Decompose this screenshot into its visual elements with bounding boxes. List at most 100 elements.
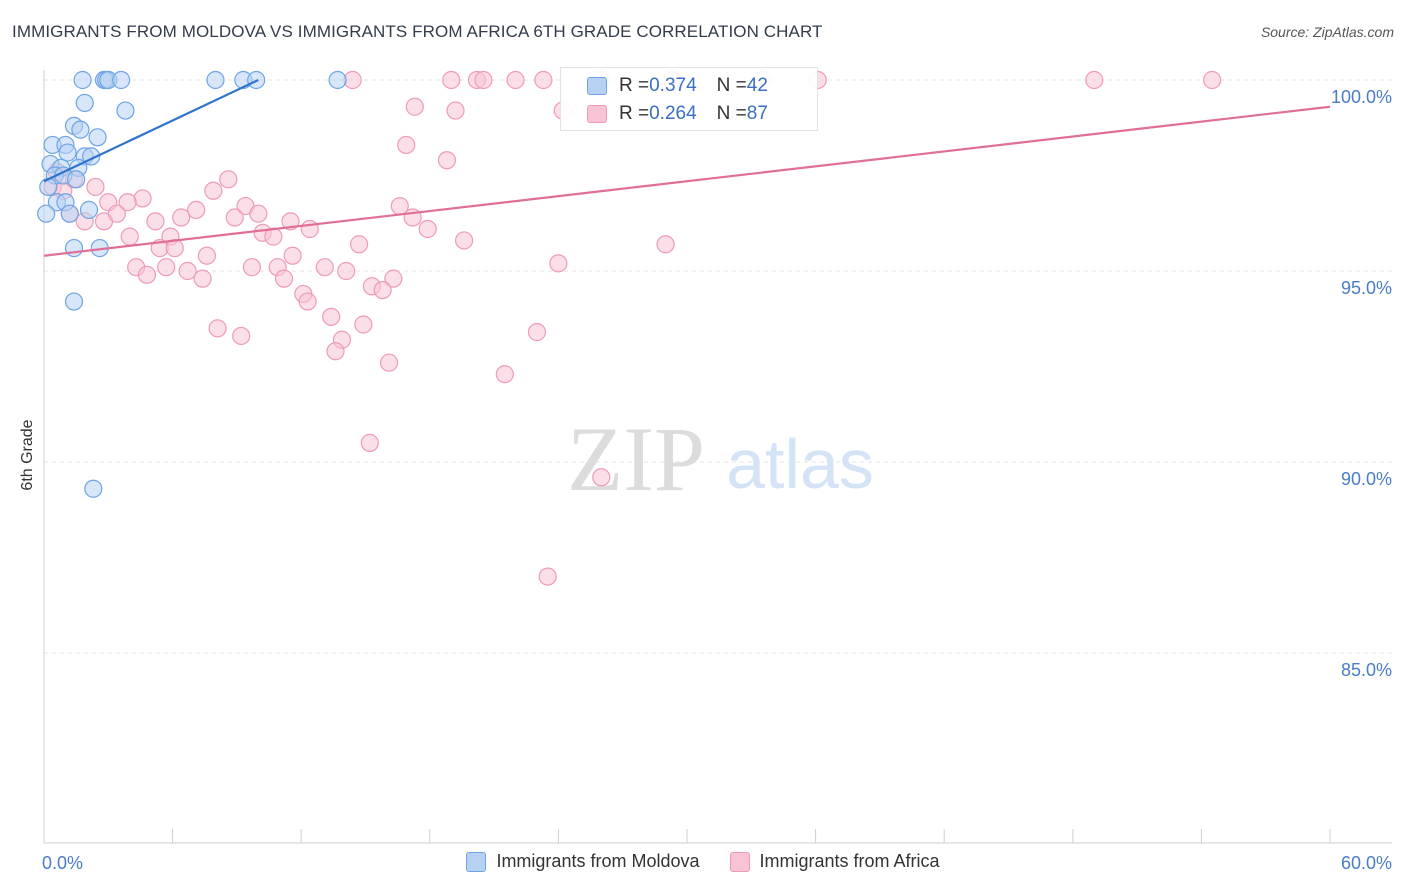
point-moldova xyxy=(73,70,92,90)
y-tick-label-100: 100.0% xyxy=(1330,87,1392,107)
point-africa xyxy=(197,246,216,265)
point-africa xyxy=(360,433,379,452)
point-africa xyxy=(249,204,268,223)
legend-swatch-moldova xyxy=(466,851,487,872)
chart-title: IMMIGRANTS FROM MOLDOVA VS IMMIGRANTS FR… xyxy=(12,22,823,41)
trend-line-africa xyxy=(43,105,1331,257)
r-label: R = xyxy=(619,103,650,124)
source-label: Source: ZipAtlas.com xyxy=(1260,24,1394,40)
point-africa xyxy=(506,70,525,90)
point-africa xyxy=(474,70,493,90)
point-africa xyxy=(592,468,611,487)
point-africa xyxy=(656,235,675,254)
point-africa xyxy=(534,70,553,90)
gridlines xyxy=(44,79,1392,654)
point-africa xyxy=(446,101,465,120)
point-africa xyxy=(157,258,176,277)
point-africa xyxy=(326,342,345,361)
point-africa xyxy=(298,292,317,311)
point-africa xyxy=(225,208,244,227)
legend-item-africa[interactable]: Immigrants from Africa xyxy=(729,851,940,872)
r-value-africa: 0.264 xyxy=(649,103,697,124)
stats-row-africa: R = 0.264 N = 87 xyxy=(561,100,768,128)
point-moldova xyxy=(58,143,77,162)
point-africa xyxy=(379,353,399,372)
r-label: R = xyxy=(619,75,650,96)
point-africa xyxy=(172,208,191,227)
point-moldova xyxy=(206,70,225,90)
point-africa xyxy=(86,177,105,197)
point-africa xyxy=(405,97,424,116)
point-africa xyxy=(208,319,227,338)
point-africa xyxy=(242,258,262,277)
trend-line-moldova xyxy=(43,79,259,183)
point-moldova xyxy=(328,70,347,90)
point-africa xyxy=(120,227,139,246)
point-moldova xyxy=(84,479,103,498)
y-tick-label-95: 95.0% xyxy=(1340,278,1392,298)
point-africa xyxy=(146,212,165,231)
point-africa xyxy=(454,231,474,250)
point-africa xyxy=(178,261,197,281)
point-moldova xyxy=(116,101,135,120)
y-tick-label-90: 90.0% xyxy=(1340,469,1392,489)
legend-swatch-africa xyxy=(729,851,750,872)
n-value-africa: 87 xyxy=(746,103,768,124)
point-africa xyxy=(397,135,416,155)
point-africa xyxy=(193,269,212,288)
legend-label-africa: Immigrants from Africa xyxy=(759,851,940,871)
point-africa xyxy=(322,307,341,326)
point-africa xyxy=(283,246,302,265)
point-moldova xyxy=(39,177,58,197)
point-africa xyxy=(1203,70,1222,90)
watermark-atlas: atlas xyxy=(726,425,874,503)
point-moldova xyxy=(37,204,56,223)
series-legend: Immigrants from Moldova Immigrants from … xyxy=(0,851,1406,872)
point-africa xyxy=(373,281,392,300)
point-africa xyxy=(187,200,206,219)
point-africa xyxy=(118,193,137,212)
x-tick-label-max: 60.0% xyxy=(1340,853,1392,873)
point-africa xyxy=(495,365,514,384)
r-value-moldova: 0.374 xyxy=(649,75,697,96)
point-africa xyxy=(442,70,461,90)
legend-item-moldova[interactable]: Immigrants from Moldova xyxy=(466,851,700,872)
stats-row-moldova: R = 0.374 N = 42 xyxy=(561,72,768,100)
point-africa xyxy=(107,204,126,223)
point-africa xyxy=(204,181,223,200)
point-moldova xyxy=(60,204,79,223)
point-africa xyxy=(137,265,156,284)
point-africa xyxy=(219,170,238,189)
point-africa xyxy=(133,189,152,208)
n-label: N = xyxy=(716,103,747,124)
point-moldova xyxy=(79,200,99,219)
n-value-moldova: 42 xyxy=(746,75,768,96)
n-label: N = xyxy=(716,75,747,96)
point-africa xyxy=(300,219,319,239)
point-africa xyxy=(315,258,334,277)
point-africa xyxy=(437,151,457,170)
point-africa xyxy=(384,269,403,288)
point-moldova xyxy=(64,292,84,311)
point-africa xyxy=(1085,70,1104,90)
point-moldova xyxy=(75,93,94,113)
point-africa xyxy=(527,323,547,342)
trend-lines xyxy=(43,79,1331,257)
y-tick-label-85: 85.0% xyxy=(1340,660,1392,680)
point-moldova xyxy=(71,120,90,139)
legend-swatch-africa xyxy=(587,105,607,123)
stats-legend: R = 0.374 N = 42 R = 0.264 N = 87 xyxy=(560,67,818,131)
point-africa xyxy=(354,315,373,334)
point-africa xyxy=(418,219,437,239)
point-africa xyxy=(337,261,356,281)
point-africa xyxy=(349,235,369,254)
watermark-zip: ZIP xyxy=(567,408,705,510)
legend-label-moldova: Immigrants from Moldova xyxy=(496,851,700,871)
data-points xyxy=(37,70,1222,586)
axes xyxy=(43,70,1392,844)
point-africa xyxy=(274,269,294,288)
point-africa xyxy=(232,326,251,346)
point-africa xyxy=(549,254,568,273)
point-africa xyxy=(538,567,557,586)
